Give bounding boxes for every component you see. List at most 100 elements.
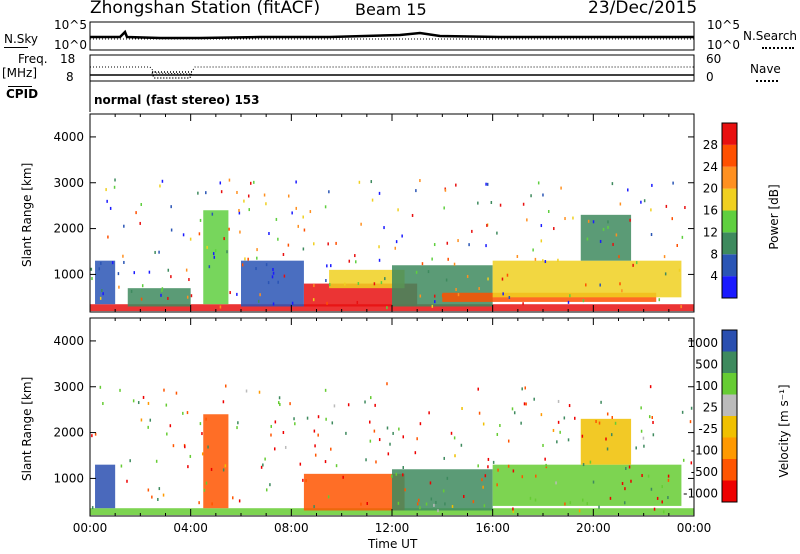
scatter-cell <box>427 270 430 274</box>
nsky-underline <box>4 47 28 48</box>
scatter-cell <box>205 481 208 485</box>
scatter-cell <box>313 429 316 433</box>
scatter-cell <box>386 382 388 386</box>
scatter-cell <box>118 285 120 289</box>
scatter-cell <box>222 400 225 404</box>
scatter-cell <box>487 277 489 281</box>
scatter-cell <box>605 437 607 441</box>
scatter-cell <box>295 180 297 184</box>
freq-label: Freq. <box>18 52 48 66</box>
scatter-cell <box>122 254 124 258</box>
scatter-cell <box>305 479 307 483</box>
scatter-cell <box>358 180 361 184</box>
scatter-cell <box>643 444 645 448</box>
scatter-cell <box>277 237 279 241</box>
scatter-cell <box>690 406 693 410</box>
scatter-cell <box>142 395 145 399</box>
scatter-cell <box>313 242 315 246</box>
scatter-cell <box>484 474 487 478</box>
nave-tick-low: 0 <box>706 70 714 84</box>
scatter-cell <box>219 181 222 185</box>
scatter-cell <box>560 186 562 190</box>
scatter-cell <box>205 417 207 421</box>
scatter-cell <box>540 224 543 228</box>
scatter-cell <box>185 268 188 272</box>
scatter-cell <box>199 422 202 426</box>
scatter-cell <box>94 432 97 436</box>
scatter-cell <box>419 179 421 183</box>
freq-tick-high: 18 <box>60 52 76 66</box>
scatter-cell <box>651 183 653 187</box>
scatter-cell <box>370 180 373 184</box>
scatter-cell <box>238 208 240 212</box>
scatter-cell <box>667 478 670 482</box>
x-tick-label: 08:00 <box>274 521 309 535</box>
scatter-cell <box>105 188 107 192</box>
colorbar-tick-label: 8 <box>710 247 718 261</box>
scatter-cell <box>170 228 173 232</box>
colorbar-swatch <box>722 437 737 459</box>
scatter-cell <box>525 402 527 406</box>
colorbar-tick-label: 25 <box>703 400 718 414</box>
scatter-cell <box>113 185 116 189</box>
scatter-cell <box>618 255 620 259</box>
scatter-cell <box>132 399 135 403</box>
scatter-region <box>303 473 405 511</box>
scatter-cell <box>477 464 479 468</box>
scatter-cell <box>197 191 199 195</box>
scatter-cell <box>447 257 449 261</box>
scatter-cell <box>450 431 453 435</box>
scatter-cell <box>139 221 141 225</box>
scatter-cell <box>520 421 522 425</box>
scatter-cell <box>690 461 693 465</box>
scatter-cell <box>461 406 463 410</box>
scatter-cell <box>198 501 200 505</box>
scatter-cell <box>244 257 246 261</box>
scatter-cell <box>557 420 560 424</box>
scatter-cell <box>331 421 334 425</box>
scatter-cell <box>167 268 170 272</box>
scatter-cell <box>468 243 470 247</box>
scatter-cell <box>582 299 585 303</box>
y-tick-label: 2000 <box>53 222 84 236</box>
scatter-cell <box>140 418 143 422</box>
scatter-cell <box>299 462 302 466</box>
freq-unit: [MHz] <box>2 66 38 80</box>
velocity-panel <box>89 317 695 517</box>
scatter-cell <box>648 415 651 419</box>
scatter-cell <box>247 194 250 198</box>
scatter-cell <box>446 241 449 245</box>
scatter-cell <box>599 283 601 287</box>
scatter-cell <box>477 201 479 205</box>
scatter-cell <box>109 206 112 210</box>
scatter-cell <box>429 481 432 485</box>
x-tick-label: 12:00 <box>375 521 410 535</box>
scatter-cell <box>395 240 398 244</box>
scatter-cell <box>327 242 329 246</box>
scatter-cell <box>682 458 685 462</box>
scatter-cell <box>466 274 469 278</box>
scatter-cell <box>219 305 222 309</box>
scatter-cell <box>147 488 150 492</box>
scatter-cell <box>272 267 274 271</box>
scatter-cell <box>161 287 164 291</box>
scatter-cell <box>578 509 581 513</box>
scatter-cell <box>386 306 388 310</box>
scatter-cell <box>91 434 93 438</box>
colorbar-swatch <box>722 394 737 416</box>
scatter-cell <box>394 246 397 250</box>
scatter-cell <box>326 301 328 305</box>
scatter-cell <box>267 281 270 285</box>
scatter-cell <box>564 217 566 221</box>
colorbar-tick-label: 1000 <box>687 336 718 350</box>
scatter-cell <box>186 411 189 415</box>
x-tick-label: 00:00 <box>677 521 712 535</box>
scatter-cell <box>241 263 244 267</box>
scatter-cell <box>487 457 490 461</box>
x-tick-label: 04:00 <box>173 521 208 535</box>
scatter-cell <box>129 459 131 463</box>
scatter-cell <box>165 403 168 407</box>
scatter-cell <box>170 275 172 279</box>
scatter-cell <box>206 245 208 249</box>
scatter-region <box>392 469 493 511</box>
